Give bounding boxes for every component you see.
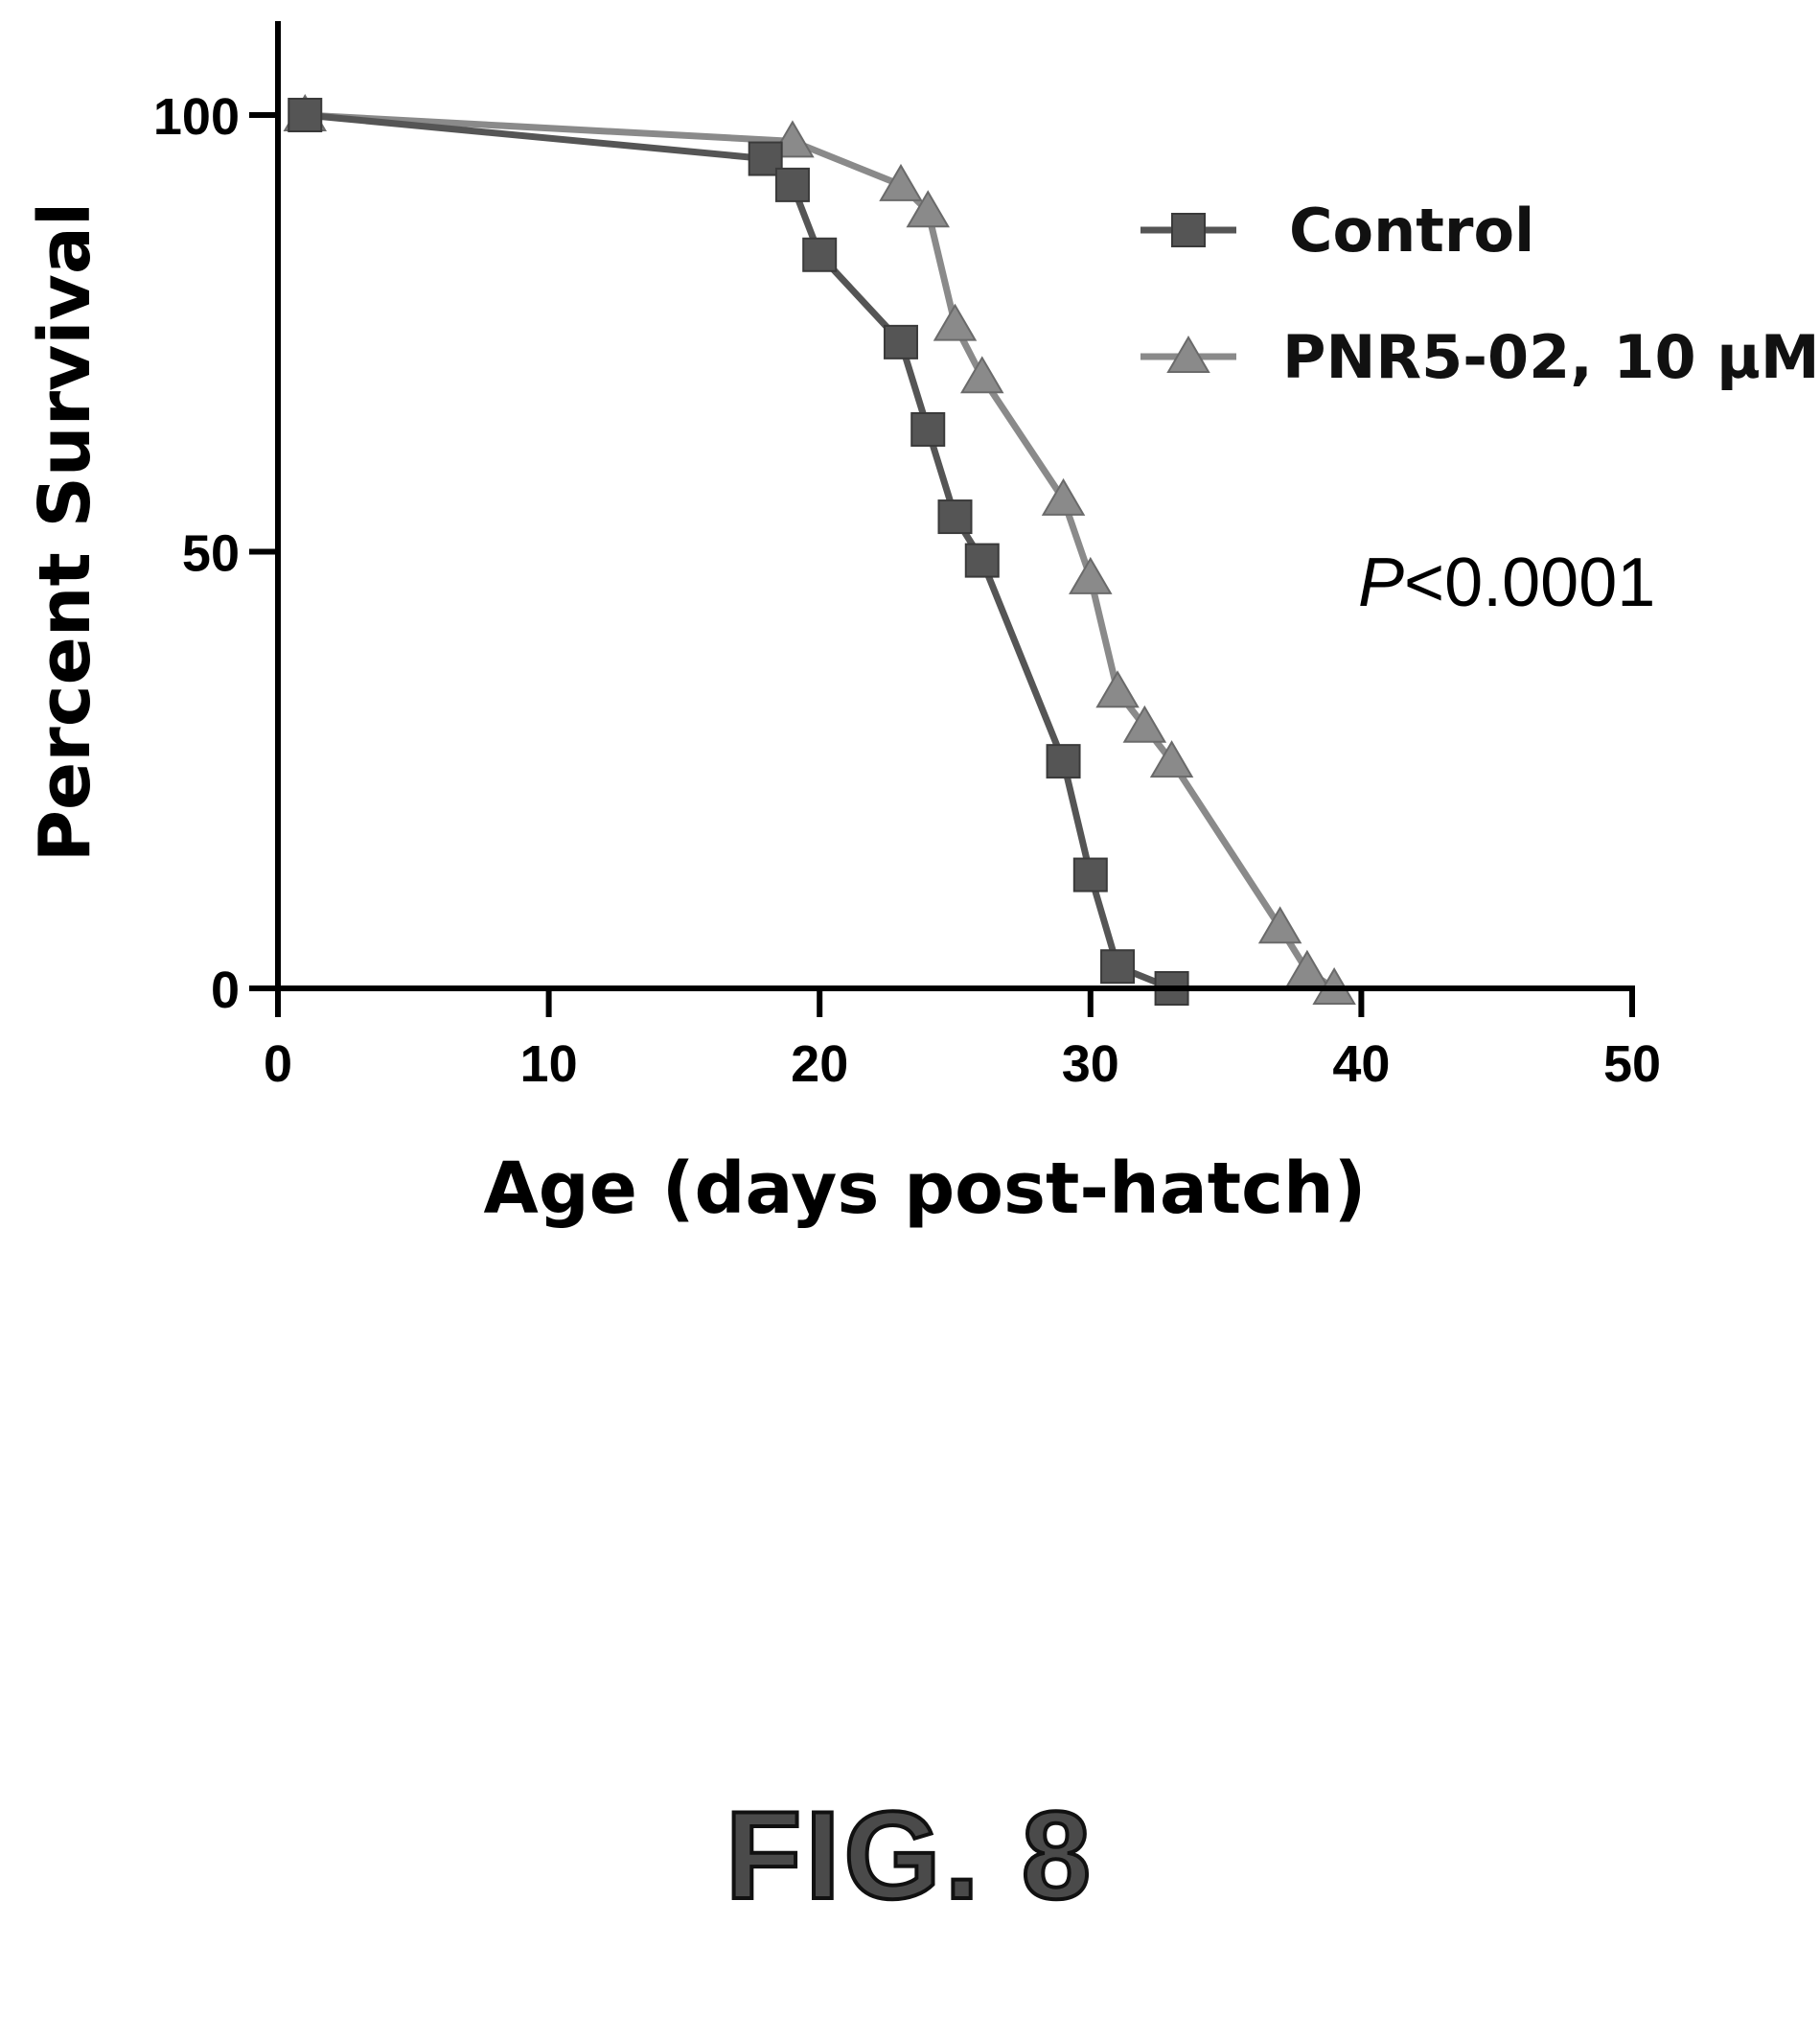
x-axis-title: Age (days post-hatch) xyxy=(484,1148,1367,1230)
point-treated-11 xyxy=(1257,906,1302,944)
x-tick-label-0: 0 xyxy=(264,1035,292,1093)
series-control xyxy=(288,98,1189,1006)
point-control-5 xyxy=(910,411,946,447)
x-tick-label-10: 10 xyxy=(520,1035,578,1093)
y-tick-label-0: 0 xyxy=(211,962,240,1019)
point-control-4 xyxy=(883,324,918,359)
point-treated-8 xyxy=(1095,670,1140,708)
y-tick-label-100: 100 xyxy=(153,88,240,146)
legend-label-control: Control xyxy=(1289,196,1534,266)
series-treated xyxy=(283,94,1356,1005)
point-control-10 xyxy=(1100,949,1136,985)
point-control-8 xyxy=(1046,744,1081,779)
y-tick-label-50: 50 xyxy=(182,525,240,583)
p-value-annotation: P<0.0001 xyxy=(1358,545,1655,621)
point-control-9 xyxy=(1072,857,1108,893)
legend: Control PNR5-02, 10 µM xyxy=(1140,196,1820,392)
point-treated-5 xyxy=(960,356,1004,394)
point-treated-3 xyxy=(906,190,950,228)
point-treated-4 xyxy=(933,303,978,341)
point-treated-12 xyxy=(1285,949,1329,987)
point-treated-9 xyxy=(1122,705,1167,743)
x-tick-label-40: 40 xyxy=(1332,1035,1390,1093)
point-control-6 xyxy=(937,499,973,535)
x-tick-label-30: 30 xyxy=(1062,1035,1119,1093)
point-treated-7 xyxy=(1069,556,1113,594)
x-tick-label-50: 50 xyxy=(1603,1035,1661,1093)
legend-marker-treated xyxy=(1166,336,1210,373)
point-control-3 xyxy=(802,237,838,272)
figure-label: FIG. 8 xyxy=(724,1783,1095,1927)
point-treated-2 xyxy=(879,163,923,201)
point-control-0 xyxy=(288,98,323,132)
legend-marker-control xyxy=(1171,213,1206,247)
x-tick-label-20: 20 xyxy=(791,1035,848,1093)
point-control-7 xyxy=(964,543,1000,578)
y-axis-title: Percent Survival xyxy=(24,202,106,862)
series-layer xyxy=(283,94,1356,1006)
point-treated-10 xyxy=(1149,740,1194,778)
p-value-symbol: P xyxy=(1358,545,1404,621)
legend-label-treated: PNR5-02, 10 µM xyxy=(1282,322,1820,392)
point-treated-6 xyxy=(1041,477,1086,516)
point-control-2 xyxy=(774,167,810,202)
p-value-threshold: <0.0001 xyxy=(1404,545,1655,621)
axes-layer: 0 10 20 30 40 50 0 50 100 xyxy=(153,21,1661,1093)
series-line-control xyxy=(304,111,1173,992)
